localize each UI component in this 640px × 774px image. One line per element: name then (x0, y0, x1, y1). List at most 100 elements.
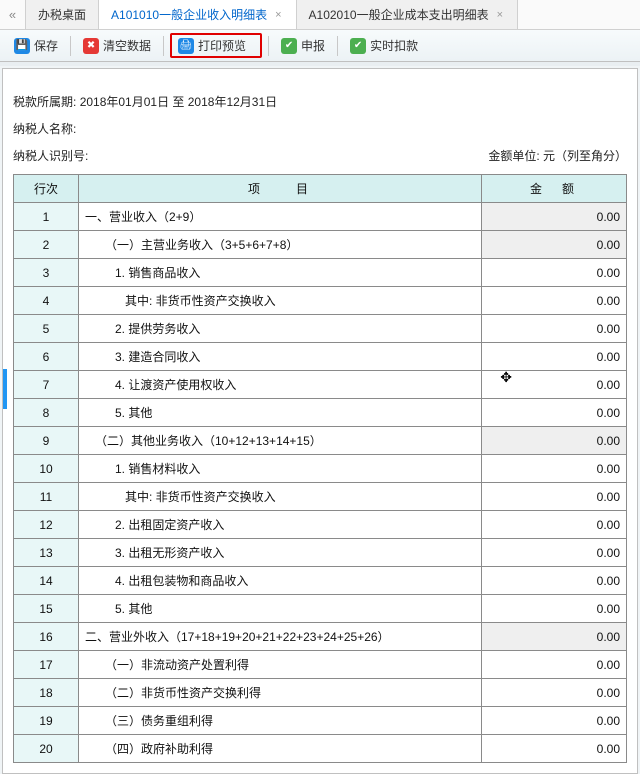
row-item: 2. 提供劳务收入 (79, 315, 482, 343)
row-item: 1. 销售材料收入 (79, 455, 482, 483)
table-row: 17 （一）非流动资产处置利得0.00 (14, 651, 627, 679)
row-item: （二）非货币性资产交换利得 (79, 679, 482, 707)
row-item: （一）主营业务收入（3+5+6+7+8） (79, 231, 482, 259)
table-row: 3 1. 销售商品收入0.00 (14, 259, 627, 287)
tab-label: 办税桌面 (38, 6, 86, 23)
separator (163, 36, 164, 56)
row-number: 5 (14, 315, 79, 343)
row-amount[interactable]: 0.00 (482, 679, 627, 707)
button-label: 清空数据 (103, 37, 151, 54)
row-item: 3. 建造合同收入 (79, 343, 482, 371)
clear-button[interactable]: ✖ 清空数据 (77, 34, 157, 57)
table-row: 12 2. 出租固定资产收入0.00 (14, 511, 627, 539)
label: 税款所属期: (13, 95, 76, 109)
tab-a102010[interactable]: A102010一般企业成本支出明细表 × (297, 0, 519, 29)
row-number: 9 (14, 427, 79, 455)
row-number: 16 (14, 623, 79, 651)
button-label: 保存 (34, 37, 58, 54)
button-label: 打印预览 (198, 37, 246, 54)
tabs-bar: « 办税桌面 A101010一般企业收入明细表 × A102010一般企业成本支… (0, 0, 640, 30)
row-number: 12 (14, 511, 79, 539)
value: 2018年01月01日 至 2018年12月31日 (80, 95, 277, 109)
row-item: 二、营业外收入（17+18+19+20+21+22+23+24+25+26） (79, 623, 482, 651)
row-amount: 0.00 (482, 623, 627, 651)
table-header-row: 行次 项 目 金 额 (14, 175, 627, 203)
row-number: 11 (14, 483, 79, 511)
row-amount: 0.00 (482, 427, 627, 455)
table-row: 9 （二）其他业务收入（10+12+13+14+15）0.00 (14, 427, 627, 455)
row-amount[interactable]: 0.00 (482, 315, 627, 343)
deduct-button[interactable]: ✔ 实时扣款 (344, 34, 424, 57)
row-item: （二）其他业务收入（10+12+13+14+15） (79, 427, 482, 455)
row-number: 1 (14, 203, 79, 231)
row-amount: 0.00 (482, 231, 627, 259)
tab-a101010[interactable]: A101010一般企业收入明细表 × (99, 0, 297, 29)
close-icon[interactable]: × (273, 9, 283, 21)
row-item: 1. 销售商品收入 (79, 259, 482, 287)
row-number: 4 (14, 287, 79, 315)
table-row: 5 2. 提供劳务收入0.00 (14, 315, 627, 343)
separator (70, 36, 71, 56)
row-amount[interactable]: 0.00 (482, 511, 627, 539)
row-item: （一）非流动资产处置利得 (79, 651, 482, 679)
row-number: 14 (14, 567, 79, 595)
close-icon[interactable]: × (495, 9, 505, 21)
separator (268, 36, 269, 56)
row-number: 15 (14, 595, 79, 623)
table-row: 1一、营业收入（2+9）0.00 (14, 203, 627, 231)
row-number: 2 (14, 231, 79, 259)
table-row: 15 5. 其他0.00 (14, 595, 627, 623)
row-amount[interactable]: 0.00 (482, 455, 627, 483)
tab-desktop[interactable]: 办税桌面 (26, 0, 99, 29)
row-amount[interactable]: 0.00 (482, 539, 627, 567)
row-item: 一、营业收入（2+9） (79, 203, 482, 231)
row-amount[interactable]: 0.00 (482, 567, 627, 595)
row-number: 7 (14, 371, 79, 399)
row-item: 2. 出租固定资产收入 (79, 511, 482, 539)
row-item: 4. 出租包装物和商品收入 (79, 567, 482, 595)
table-row: 4 其中: 非货币性资产交换收入0.00 (14, 287, 627, 315)
row-amount[interactable]: 0.00 (482, 595, 627, 623)
row-item: （三）债务重组利得 (79, 707, 482, 735)
row-amount[interactable]: 0.00 (482, 483, 627, 511)
content-area: 税款所属期: 2018年01月01日 至 2018年12月31日 纳税人名称: … (0, 62, 640, 774)
row-amount[interactable]: 0.00 (482, 707, 627, 735)
row-item: 4. 让渡资产使用权收入 (79, 371, 482, 399)
declare-button[interactable]: ✔ 申报 (275, 34, 331, 57)
row-amount[interactable]: 0.00 (482, 287, 627, 315)
table-row: 8 5. 其他0.00 (14, 399, 627, 427)
form-page: 税款所属期: 2018年01月01日 至 2018年12月31日 纳税人名称: … (2, 68, 638, 774)
table-row: 10 1. 销售材料收入0.00 (14, 455, 627, 483)
table-row: 18 （二）非货币性资产交换利得0.00 (14, 679, 627, 707)
toolbar: 💾 保存 ✖ 清空数据 🖨 打印预览 ✔ 申报 ✔ 实时扣款 (0, 30, 640, 62)
left-indicator (3, 369, 7, 409)
row-number: 18 (14, 679, 79, 707)
row-item: 其中: 非货币性资产交换收入 (79, 483, 482, 511)
row-number: 20 (14, 735, 79, 763)
payer-id-row: 纳税人识别号: 金额单位: 元（列至角分） (13, 147, 627, 164)
income-table: 行次 项 目 金 额 1一、营业收入（2+9）0.002 （一）主营业务收入（3… (13, 174, 627, 763)
row-amount[interactable]: 0.00 (482, 371, 627, 399)
row-amount[interactable]: 0.00 (482, 735, 627, 763)
print-preview-button[interactable]: 🖨 打印预览 (170, 33, 262, 58)
row-number: 3 (14, 259, 79, 287)
col-amount-header: 金 额 (482, 175, 627, 203)
button-label: 实时扣款 (370, 37, 418, 54)
row-amount[interactable]: 0.00 (482, 651, 627, 679)
separator (337, 36, 338, 56)
tab-label: A101010一般企业收入明细表 (111, 6, 267, 23)
table-row: 16二、营业外收入（17+18+19+20+21+22+23+24+25+26）… (14, 623, 627, 651)
table-row: 7 4. 让渡资产使用权收入0.00 (14, 371, 627, 399)
row-amount[interactable]: 0.00 (482, 399, 627, 427)
table-row: 13 3. 出租无形资产收入0.00 (14, 539, 627, 567)
amount-unit: 金额单位: 元（列至角分） (488, 147, 627, 164)
row-amount[interactable]: 0.00 (482, 343, 627, 371)
table-row: 11 其中: 非货币性资产交换收入0.00 (14, 483, 627, 511)
row-amount[interactable]: 0.00 (482, 259, 627, 287)
check-icon: ✔ (350, 38, 366, 54)
tabs-scroll-left[interactable]: « (0, 0, 26, 29)
col-row-header: 行次 (14, 175, 79, 203)
save-button[interactable]: 💾 保存 (8, 34, 64, 57)
row-number: 19 (14, 707, 79, 735)
row-number: 17 (14, 651, 79, 679)
